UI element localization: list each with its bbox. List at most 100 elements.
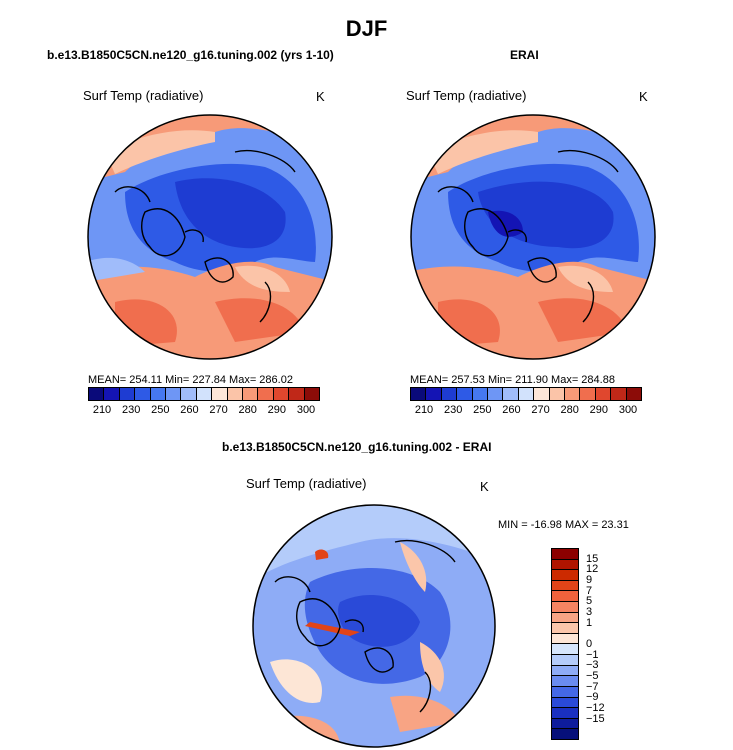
colorbar-swatch [181, 388, 197, 400]
diff-colorbar-swatch [552, 602, 578, 613]
diff-colorbar-swatch [552, 665, 578, 677]
page-title: DJF [345, 16, 388, 41]
colorbar-tick-label: 250 [151, 404, 170, 416]
colorbar-swatch [457, 388, 473, 400]
colorbar-swatch [243, 388, 259, 400]
colorbar-tick-label: 280 [560, 404, 579, 416]
diff-colorbar-swatch [552, 708, 578, 719]
colorbar-swatch [503, 388, 519, 400]
diff-colorbar-swatch [552, 559, 578, 571]
colorbar-swatch [258, 388, 274, 400]
diff-colorbar-swatch [552, 591, 578, 603]
colorbar-tick-label: 290 [589, 404, 609, 416]
colorbar-swatch [212, 388, 228, 400]
diff-colorbar-label: 15 [586, 552, 599, 565]
panel3-map [252, 504, 496, 748]
panel1-stats: MEAN= 254.11 Min= 227.84 Max= 286.02 [88, 374, 293, 386]
diff-colorbar-swatch [552, 697, 578, 709]
colorbar-tick-label: 260 [180, 404, 199, 416]
panel3-stats: MIN = -16.98 MAX = 23.31 [498, 519, 629, 531]
colorbar-swatch [441, 388, 458, 400]
panel2-colorbar [410, 387, 642, 401]
colorbar-tick-label: 270 [531, 404, 550, 416]
panel2-title: ERAI [510, 48, 539, 62]
colorbar-swatch [426, 388, 442, 400]
colorbar-tick-label: 290 [267, 404, 287, 416]
panel1-colorbar-ticks: 210 230 250 260 270 280 290 300 [88, 404, 320, 418]
panel1-unit: K [316, 89, 325, 104]
diff-colorbar-swatch [552, 729, 578, 739]
colorbar-swatch [534, 388, 550, 400]
diff-colorbar-label: 9 [586, 574, 593, 586]
diff-colorbar-label: −15 [586, 712, 605, 725]
diff-colorbar-label: 7 [586, 584, 593, 597]
diff-colorbar-label: −1 [586, 648, 599, 661]
diff-colorbar-swatch [552, 676, 578, 687]
colorbar-tick-label: 210 [92, 404, 112, 416]
colorbar-tick-label: 230 [121, 404, 141, 416]
panel1-title: b.e13.B1850C5CN.ne120_g16.tuning.002 (yr… [47, 48, 334, 62]
colorbar-swatch [119, 388, 136, 400]
panel2-map [410, 114, 656, 360]
colorbar-swatch [166, 388, 182, 400]
panel3-variable: Surf Temp (radiative) [246, 476, 367, 491]
diff-colorbar-label: −3 [586, 659, 599, 672]
diff-colorbar-label: 1 [586, 616, 593, 629]
panel1-map [87, 114, 333, 360]
colorbar-swatch [488, 388, 504, 400]
colorbar-swatch [595, 388, 612, 400]
colorbar-swatch [580, 388, 596, 400]
colorbar-swatch [273, 388, 290, 400]
panel2-variable: Surf Temp (radiative) [406, 88, 527, 103]
colorbar-swatch [411, 388, 427, 400]
diff-colorbar-swatch [552, 718, 578, 730]
diff-colorbar-swatch [552, 623, 578, 634]
colorbar-tick-label: 280 [238, 404, 257, 416]
colorbar-swatch [518, 388, 535, 400]
colorbar-swatch [549, 388, 566, 400]
colorbar-swatch [196, 388, 213, 400]
diff-colorbar-swatch [552, 570, 578, 581]
colorbar-swatch [135, 388, 151, 400]
diff-colorbar-swatch [552, 633, 578, 645]
colorbar-tick-label: 250 [473, 404, 492, 416]
colorbar-swatch [150, 388, 167, 400]
diff-colorbar-label: −7 [586, 680, 599, 693]
diff-colorbar-label: 12 [586, 563, 599, 576]
colorbar-swatch [104, 388, 120, 400]
colorbar-tick-label: 210 [414, 404, 434, 416]
diff-colorbar [551, 548, 579, 740]
diff-colorbar-label: −5 [586, 670, 599, 682]
diff-colorbar-swatch [552, 644, 578, 656]
colorbar-swatch [89, 388, 105, 400]
diff-colorbar-swatch [552, 655, 578, 666]
colorbar-tick-label: 270 [209, 404, 228, 416]
colorbar-swatch [227, 388, 244, 400]
panel3-title: b.e13.B1850C5CN.ne120_g16.tuning.002 - E… [222, 440, 492, 454]
panel3-unit: K [480, 479, 489, 494]
panel2-stats: MEAN= 257.53 Min= 211.90 Max= 284.88 [410, 374, 615, 386]
panel1-variable: Surf Temp (radiative) [83, 88, 204, 103]
diff-colorbar-labels: 15 12 9 7 5 3 1 0 −1 −3 −5 −7 −9 −12 −15 [586, 548, 626, 740]
diff-colorbar-swatch [552, 549, 578, 560]
colorbar-tick-label: 300 [296, 404, 316, 416]
colorbar-swatch [289, 388, 305, 400]
diff-colorbar-label: 0 [586, 638, 593, 650]
panel1-colorbar [88, 387, 320, 401]
colorbar-swatch [472, 388, 489, 400]
diff-colorbar-label: −12 [586, 702, 605, 714]
diff-colorbar-label: 3 [586, 606, 593, 618]
diff-colorbar-label: −9 [586, 691, 599, 704]
colorbar-tick-label: 230 [443, 404, 463, 416]
diff-colorbar-swatch [552, 686, 578, 698]
colorbar-tick-label: 300 [618, 404, 638, 416]
diff-colorbar-label: 5 [586, 595, 593, 608]
diff-colorbar-swatch [552, 580, 578, 592]
panel2-unit: K [639, 89, 648, 104]
colorbar-tick-label: 260 [502, 404, 521, 416]
colorbar-swatch [565, 388, 581, 400]
colorbar-swatch [611, 388, 627, 400]
panel2-colorbar-ticks: 210 230 250 260 270 280 290 300 [410, 404, 642, 418]
diff-colorbar-swatch [552, 612, 578, 624]
colorbar-swatch [304, 388, 320, 400]
